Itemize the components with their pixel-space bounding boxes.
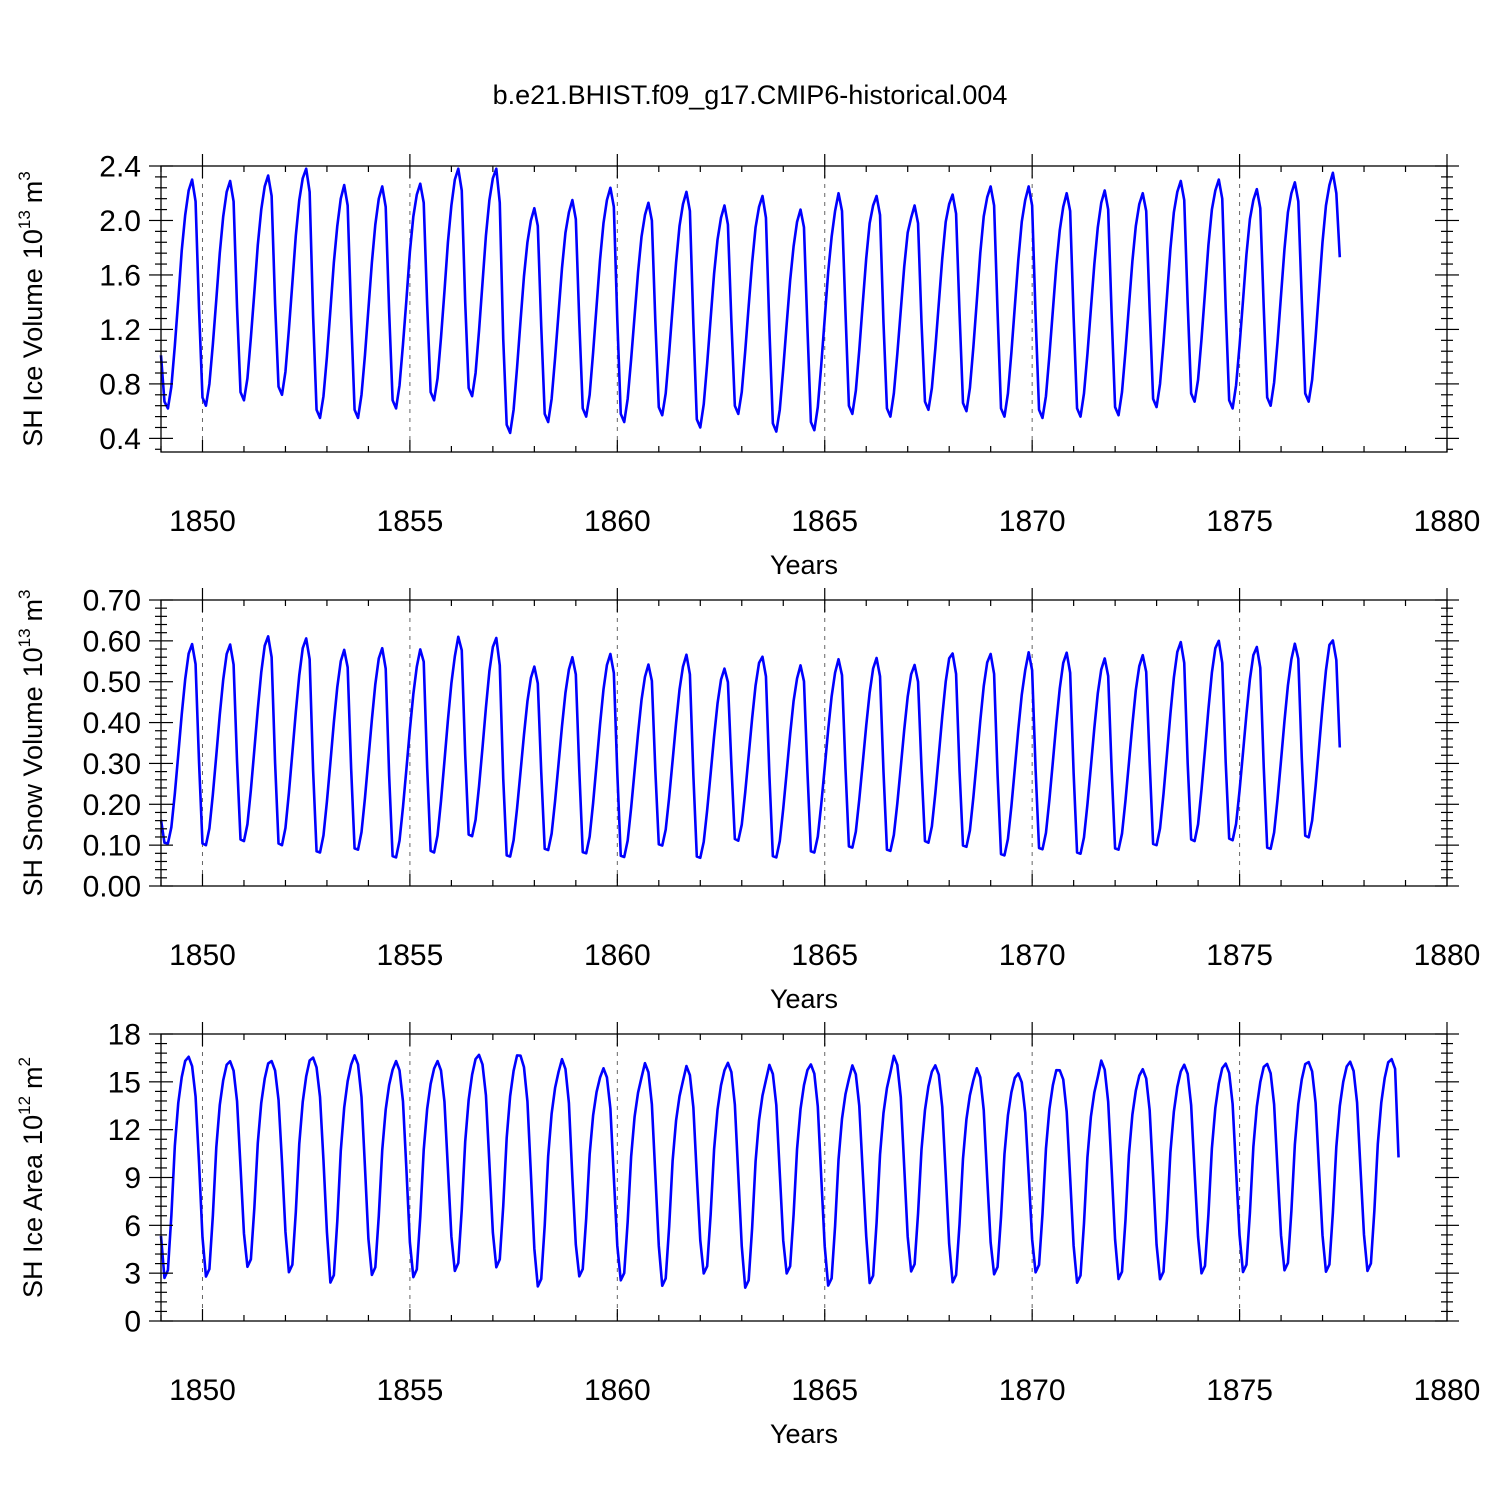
x-tick-label: 1880	[1414, 939, 1481, 972]
panel-ice-area: 0 3 6 9 12 15 18 1850 1855 1860 1865 1870 1875 1880 Ye…	[15, 1019, 1480, 1450]
y-tick-label: 0.30	[83, 748, 141, 781]
y-tick-label: 2.0	[99, 205, 141, 238]
x-tick-label: 1880	[1414, 1374, 1481, 1407]
y-tick-label: 0	[124, 1306, 141, 1339]
x-axis-title: Years	[770, 1419, 838, 1449]
y-tick-label: 0.8	[99, 368, 141, 401]
y-axis-unit-meter: m	[18, 181, 48, 204]
x-tick-label: 1855	[377, 939, 444, 972]
y-tick-label: 1.6	[99, 259, 141, 292]
y-tick-label: 9	[124, 1162, 141, 1195]
panel-ice-volume: 0.4 0.8 1.2 1.6 2.0 2.4 1850 1855 1860 1865 1870 18…	[15, 151, 1480, 581]
x-tick-label: 1860	[584, 1374, 651, 1407]
x-tick-label: 1850	[169, 939, 236, 972]
x-tick-label: 1865	[791, 939, 858, 972]
data-series-line	[159, 1053, 1400, 1289]
y-axis-unit-base: 10	[18, 229, 48, 259]
x-axis-title: Years	[770, 550, 838, 580]
plot-frame	[160, 165, 1448, 453]
y-tick-label: 2.4	[99, 151, 141, 184]
y-axis-unit-exponent: 13	[15, 628, 34, 647]
y-axis-unit-exponent: 12	[15, 1096, 34, 1115]
panel-snow-volume: 0.00 0.10 0.20 0.30 0.40 0.50 0.60 0.70 1850 1855…	[15, 585, 1480, 1015]
x-tick-label: 1865	[791, 505, 858, 538]
data-series-line	[159, 167, 1342, 435]
y-tick-label: 6	[124, 1210, 141, 1243]
y-axis-quantity: SH Snow Volume	[18, 686, 48, 896]
y-axis-title: SH Snow Volume 1013 m3	[15, 589, 48, 896]
y-axis-unit-meter-exponent: 3	[15, 589, 34, 598]
y-tick-label: 12	[108, 1114, 141, 1147]
y-tick-label: 0.70	[83, 585, 141, 618]
x-tick-label: 1855	[377, 505, 444, 538]
y-tick-label: 3	[124, 1258, 141, 1291]
x-tick-label: 1865	[791, 1374, 858, 1407]
x-tick-label: 1860	[584, 505, 651, 538]
y-tick-label: 0.10	[83, 830, 141, 863]
x-tick-label: 1850	[169, 1374, 236, 1407]
x-tick-label: 1870	[999, 939, 1066, 972]
data-series-line	[159, 635, 1342, 860]
y-tick-label: 0.00	[83, 871, 141, 904]
x-tick-label: 1880	[1414, 505, 1481, 538]
y-tick-label: 0.60	[83, 625, 141, 658]
y-axis-title: SH Ice Area 1012 m2	[15, 1057, 48, 1298]
x-tick-label: 1850	[169, 505, 236, 538]
x-tick-label: 1875	[1206, 939, 1273, 972]
x-axis-title: Years	[770, 984, 838, 1014]
y-axis-quantity: SH Ice Area	[18, 1153, 48, 1298]
x-tick-label: 1870	[999, 505, 1066, 538]
y-tick-label: 0.50	[83, 666, 141, 699]
y-axis-unit-exponent: 13	[15, 210, 34, 229]
x-tick-label: 1855	[377, 1374, 444, 1407]
plot-frame	[160, 599, 1448, 887]
y-tick-label: 15	[108, 1066, 141, 1099]
y-axis-unit-meter: m	[18, 599, 48, 622]
y-axis-unit-base: 10	[18, 1115, 48, 1145]
y-axis-unit-base: 10	[18, 647, 48, 677]
x-tick-label: 1860	[584, 939, 651, 972]
x-tick-label: 1875	[1206, 1374, 1273, 1407]
y-axis-quantity: SH Ice Volume	[18, 268, 48, 447]
x-tick-label: 1875	[1206, 505, 1273, 538]
y-tick-label: 1.2	[99, 314, 141, 347]
y-tick-label: 0.4	[99, 423, 141, 456]
y-tick-label: 0.40	[83, 707, 141, 740]
figure-title: b.e21.BHIST.f09_g17.CMIP6-historical.004	[493, 80, 1008, 110]
y-axis-title: SH Ice Volume 1013 m3	[15, 171, 48, 447]
y-tick-label: 0.20	[83, 789, 141, 822]
y-axis-unit-meter: m	[18, 1066, 48, 1089]
y-axis-unit-meter-exponent: 2	[15, 1057, 34, 1066]
y-tick-label: 18	[108, 1019, 141, 1052]
x-tick-label: 1870	[999, 1374, 1066, 1407]
y-axis-unit-meter-exponent: 3	[15, 171, 34, 180]
